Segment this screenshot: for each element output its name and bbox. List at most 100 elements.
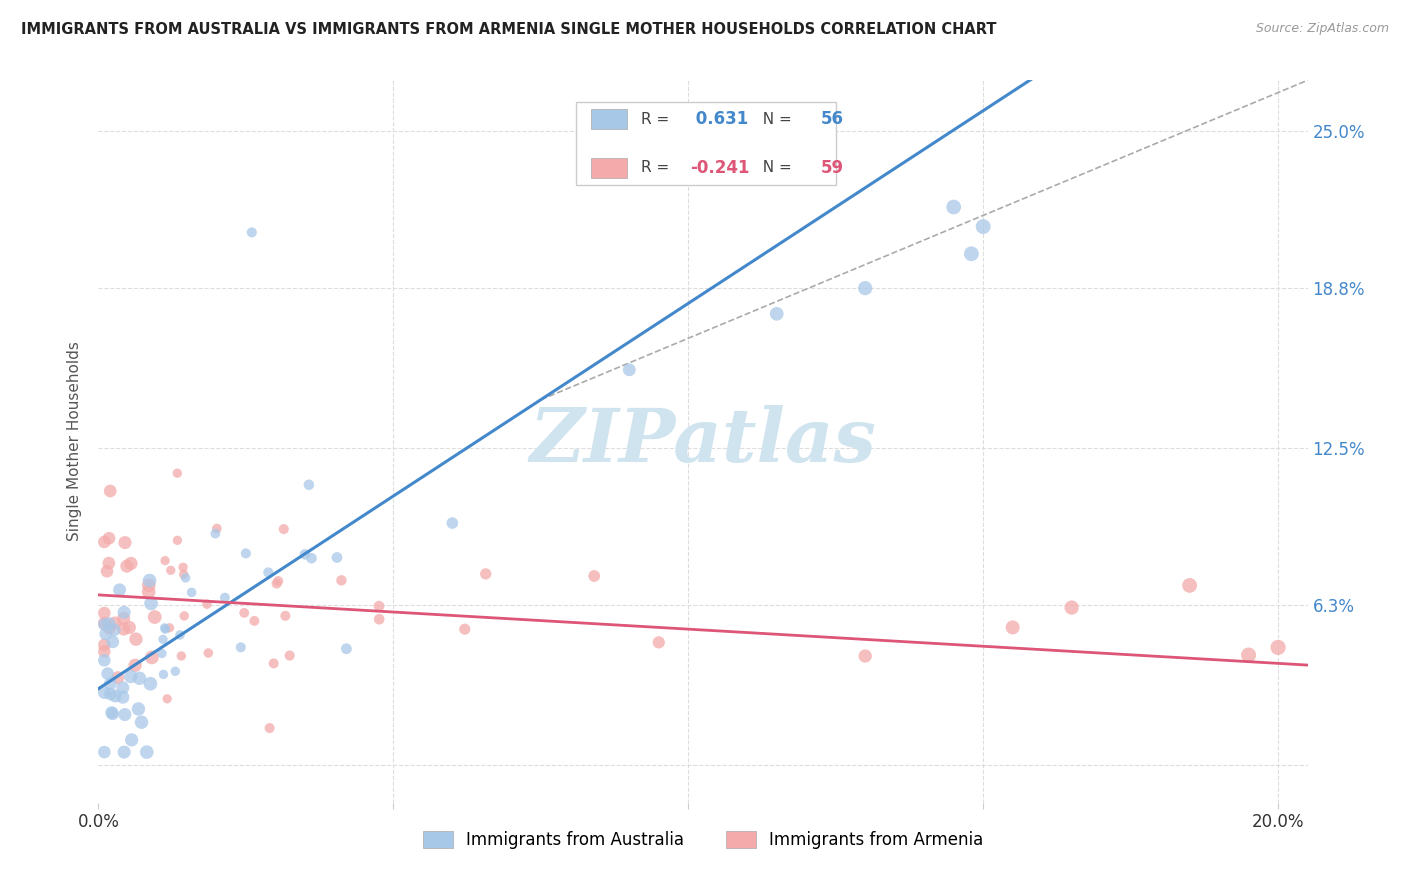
- Point: [93, 535, 115, 549]
- Point: [150, 647, 173, 661]
- Point: [104, 615, 127, 630]
- Text: R =: R =: [641, 161, 675, 175]
- Point: [93, 745, 115, 759]
- Point: [114, 707, 136, 722]
- Point: [138, 585, 160, 599]
- Point: [103, 623, 125, 637]
- Point: [93, 644, 115, 658]
- Point: [152, 632, 174, 647]
- Point: [128, 671, 150, 685]
- Point: [93, 653, 115, 667]
- Point: [112, 622, 135, 636]
- Point: [141, 650, 163, 665]
- Point: [138, 578, 160, 592]
- Text: N =: N =: [752, 112, 796, 127]
- Point: [454, 622, 477, 636]
- Point: [960, 247, 983, 261]
- Point: [240, 226, 263, 240]
- Point: [1060, 600, 1083, 615]
- Point: [1178, 578, 1201, 592]
- Point: [156, 691, 179, 706]
- Text: ZIPatlas: ZIPatlas: [530, 405, 876, 478]
- Point: [335, 641, 357, 656]
- Point: [93, 686, 115, 700]
- Point: [112, 745, 135, 759]
- Text: Source: ZipAtlas.com: Source: ZipAtlas.com: [1256, 22, 1389, 36]
- Point: [853, 648, 876, 663]
- Point: [108, 582, 131, 597]
- Point: [368, 612, 391, 626]
- Point: [131, 715, 153, 730]
- Point: [100, 687, 122, 701]
- Point: [120, 670, 142, 684]
- Text: 0.631: 0.631: [690, 111, 748, 128]
- Point: [93, 606, 115, 620]
- Point: [107, 671, 129, 685]
- Point: [204, 526, 226, 541]
- Point: [266, 576, 288, 591]
- Point: [139, 596, 162, 610]
- Point: [138, 574, 160, 588]
- Point: [942, 200, 965, 214]
- Point: [97, 556, 120, 570]
- Point: [101, 635, 124, 649]
- Point: [1001, 620, 1024, 634]
- FancyBboxPatch shape: [576, 102, 837, 185]
- Point: [121, 732, 143, 747]
- Y-axis label: Single Mother Households: Single Mother Households: [67, 342, 83, 541]
- Point: [153, 553, 176, 567]
- Point: [229, 640, 252, 655]
- Point: [474, 566, 496, 581]
- Point: [115, 559, 138, 574]
- Point: [301, 551, 323, 566]
- Point: [118, 620, 141, 634]
- Point: [263, 657, 285, 671]
- Point: [173, 567, 195, 582]
- Point: [93, 617, 115, 632]
- Point: [159, 563, 181, 577]
- Point: [96, 564, 118, 578]
- Point: [1267, 640, 1289, 655]
- Point: [143, 610, 166, 624]
- Point: [233, 606, 256, 620]
- Point: [111, 681, 134, 695]
- Point: [441, 516, 464, 530]
- Point: [330, 574, 353, 588]
- Point: [124, 658, 146, 673]
- Point: [166, 467, 188, 481]
- Point: [100, 676, 122, 690]
- Point: [152, 667, 174, 681]
- Point: [165, 665, 187, 679]
- Point: [197, 646, 219, 660]
- Text: R =: R =: [641, 112, 675, 127]
- Point: [235, 546, 257, 560]
- Point: [170, 648, 193, 663]
- Point: [174, 571, 197, 585]
- Point: [273, 522, 295, 536]
- Point: [972, 219, 994, 234]
- Point: [583, 569, 606, 583]
- Point: [153, 621, 176, 635]
- Point: [294, 548, 316, 562]
- Text: IMMIGRANTS FROM AUSTRALIA VS IMMIGRANTS FROM ARMENIA SINGLE MOTHER HOUSEHOLDS CO: IMMIGRANTS FROM AUSTRALIA VS IMMIGRANTS …: [21, 22, 997, 37]
- Point: [298, 477, 321, 491]
- Point: [1237, 648, 1260, 662]
- Point: [98, 622, 121, 636]
- Point: [214, 591, 236, 605]
- Point: [243, 614, 266, 628]
- Point: [326, 550, 349, 565]
- Point: [267, 574, 290, 588]
- Point: [94, 627, 117, 641]
- Point: [278, 648, 301, 663]
- Point: [112, 611, 135, 625]
- Point: [93, 638, 115, 652]
- Point: [169, 628, 191, 642]
- Point: [159, 621, 181, 635]
- Point: [135, 745, 157, 759]
- Point: [368, 599, 391, 613]
- Point: [205, 521, 228, 535]
- Point: [112, 605, 135, 619]
- Point: [111, 690, 134, 705]
- Text: 59: 59: [820, 159, 844, 177]
- Point: [93, 615, 115, 630]
